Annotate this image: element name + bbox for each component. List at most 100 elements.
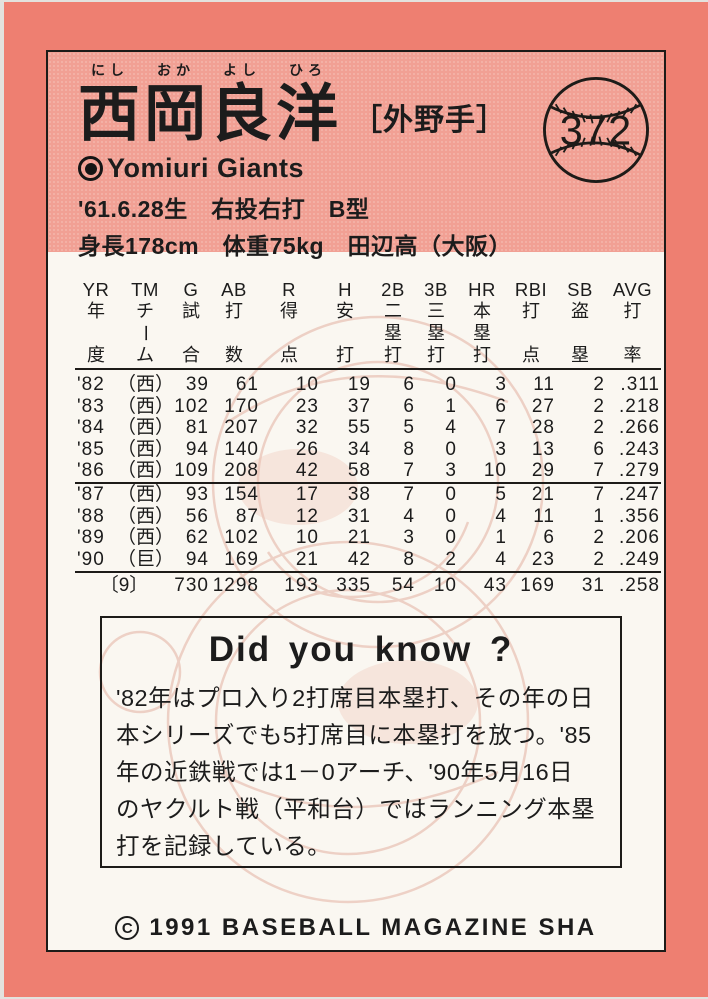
stats-value: 170 bbox=[224, 395, 259, 417]
stats-value: 42 bbox=[295, 460, 319, 482]
stats-value: 38 bbox=[347, 483, 371, 505]
name-char-4: 洋ひろ bbox=[276, 62, 341, 149]
stats-total-value: 730 bbox=[174, 575, 209, 597]
stats-value: 81 bbox=[185, 417, 209, 439]
stats-total-value: 43 bbox=[483, 575, 507, 597]
stats-value: 19 bbox=[347, 374, 371, 395]
stats-team: （西） bbox=[117, 417, 175, 439]
stats-header-jp: 盗塁 bbox=[571, 302, 589, 364]
stats-year: '90 bbox=[77, 548, 105, 570]
stats-totals-label: 〔9〕 bbox=[99, 575, 149, 597]
copyright-icon: C bbox=[115, 916, 140, 941]
stats-total-value: 1298 bbox=[212, 575, 259, 597]
stats-value: 94 bbox=[185, 438, 209, 460]
stats-header-jp-char: 安 bbox=[336, 301, 354, 321]
stats-value: 8 bbox=[403, 438, 415, 460]
stats-value: 94 bbox=[185, 548, 209, 570]
stats-value: 8 bbox=[403, 548, 415, 570]
stats-header-jp-char: 塁 bbox=[571, 345, 589, 365]
stats-value: 3 bbox=[495, 374, 507, 395]
stats-value: 4 bbox=[495, 505, 507, 527]
card-number: 372 bbox=[560, 107, 633, 154]
stats-value: 0 bbox=[445, 483, 457, 505]
stats-header-jp-char: 塁 bbox=[473, 323, 491, 343]
stats-value: 6 bbox=[495, 395, 507, 417]
stats-header-jp: 得点 bbox=[280, 302, 298, 364]
stats-table: YR 年度 TM チーム G 試合 AB 打数 R 得点 H 安打 2B 二塁打 3B 三塁打 HR 本塁打 RBI… bbox=[75, 279, 661, 599]
height-weight-school-line: 身長178cm 体重75kg 田辺高（大阪） bbox=[78, 233, 513, 259]
stats-total-value: .258 bbox=[619, 575, 660, 597]
stats-value: 31 bbox=[347, 505, 371, 527]
stats-header-col: YR 年度 bbox=[75, 279, 117, 364]
stats-value: 2 bbox=[593, 417, 605, 439]
stats-value: 32 bbox=[295, 417, 319, 439]
stats-value: 109 bbox=[174, 460, 209, 482]
stats-value: 62 bbox=[185, 527, 209, 549]
stats-value: 23 bbox=[295, 395, 319, 417]
stats-value: 7 bbox=[593, 483, 605, 505]
stats-header-jp-char: 率 bbox=[623, 345, 642, 365]
stats-value: 26 bbox=[295, 438, 319, 460]
stats-header-jp-char: 塁 bbox=[384, 323, 402, 343]
stats-value: 11 bbox=[533, 505, 555, 527]
stats-header-en: R bbox=[282, 279, 296, 300]
stats-row: '87 （西） 93 154 17 38 7 0 5 21 7 .247 bbox=[75, 481, 661, 506]
card-number-baseball-icon: 372 bbox=[543, 77, 649, 183]
stats-value: 3 bbox=[495, 438, 507, 460]
stats-header-jp: 年度 bbox=[87, 302, 105, 364]
stats-year: '84 bbox=[77, 417, 105, 439]
stats-team: （西） bbox=[117, 483, 175, 505]
stats-header-jp-char: 打 bbox=[623, 301, 642, 321]
stats-value: .311 bbox=[620, 374, 660, 395]
stats-header-col: TM チーム bbox=[117, 279, 173, 364]
copyright-line: C 1991 BASEBALL MAGAZINE SHA bbox=[48, 914, 664, 942]
stats-header-jp: 安打 bbox=[336, 302, 354, 364]
stats-value: 37 bbox=[347, 395, 371, 417]
stats-value: 21 bbox=[295, 548, 319, 570]
stats-value: 207 bbox=[224, 417, 259, 439]
stats-value: 29 bbox=[531, 460, 555, 482]
stats-value: 1 bbox=[445, 395, 457, 417]
name-char-3: 良よし bbox=[210, 62, 275, 149]
stats-year: '89 bbox=[77, 527, 105, 549]
stats-header-en: YR bbox=[82, 279, 110, 300]
stats-header-jp-char: 点 bbox=[522, 345, 540, 365]
stats-value: 3 bbox=[445, 460, 457, 482]
stats-total-value: 31 bbox=[581, 575, 605, 597]
stats-header-jp-char: 塁 bbox=[427, 323, 445, 343]
stats-total-value: 54 bbox=[391, 575, 415, 597]
stats-header-col: AB 打数 bbox=[209, 279, 259, 364]
stats-value: 42 bbox=[347, 548, 371, 570]
stats-value: 2 bbox=[593, 548, 605, 570]
stats-header-en: AB bbox=[221, 279, 247, 300]
stats-value: 154 bbox=[224, 483, 259, 505]
stats-team: （巨） bbox=[117, 548, 175, 570]
stats-value: 2 bbox=[593, 374, 605, 395]
card-back: 西にし 岡おか 良よし 洋ひろ ［外野手］ Yomiuri Giants '61… bbox=[4, 2, 708, 997]
stats-value: .279 bbox=[619, 460, 660, 482]
stats-header-jp: 試合 bbox=[182, 302, 200, 364]
stats-value: 1 bbox=[593, 505, 605, 527]
stats-header-col: 3B 三塁打 bbox=[415, 279, 457, 364]
stats-row: '86 （西） 109 208 42 58 7 3 10 29 7 .279 bbox=[75, 460, 661, 482]
stats-value: 7 bbox=[495, 417, 507, 439]
stats-value: 4 bbox=[445, 417, 457, 439]
stats-header-en: G bbox=[183, 279, 199, 300]
stats-value: 3 bbox=[403, 527, 415, 549]
stats-value: 0 bbox=[445, 505, 457, 527]
stats-row: '82 （西） 39 61 10 19 6 0 3 11 2 .311 bbox=[75, 374, 661, 396]
stats-value: 61 bbox=[235, 374, 259, 395]
stats-team: （西） bbox=[117, 505, 175, 527]
stats-value: 6 bbox=[543, 527, 555, 549]
stats-value: 208 bbox=[224, 460, 259, 482]
stats-year: '82 bbox=[77, 374, 105, 395]
stats-team: （西） bbox=[117, 374, 175, 395]
did-you-know-box: Did you know ? '82年はプロ入り2打席目本塁打、その年の日 本シ… bbox=[100, 616, 622, 869]
stats-team: （西） bbox=[117, 438, 175, 460]
stats-row: '88 （西） 56 87 12 31 4 0 4 11 1.356 bbox=[75, 506, 661, 528]
stats-header-jp: 打率 bbox=[624, 302, 642, 364]
stats-year: '88 bbox=[77, 505, 105, 527]
stats-value: 2 bbox=[593, 527, 605, 549]
